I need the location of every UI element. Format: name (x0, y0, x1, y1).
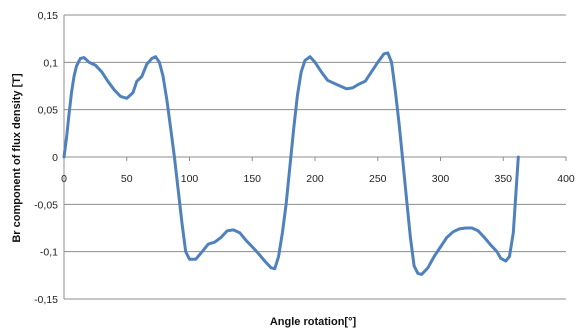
x-tick-label: 100 (181, 173, 199, 185)
y-axis-title: Br component of flux density [T] (11, 73, 23, 243)
x-tick-label: 400 (557, 173, 575, 185)
x-tick-label: 250 (369, 173, 387, 185)
x-tick-label: 300 (432, 173, 450, 185)
series-line (62, 51, 520, 276)
axes (63, 15, 567, 299)
x-tick-label: 50 (121, 173, 133, 185)
y-tick-label: -0,1 (40, 247, 58, 259)
x-tick-labels: 0 50 100 150 200 250 300 350 400 (61, 173, 575, 185)
y-tick-labels: 0,15 0,1 0,05 0 -0,05 -0,1 -0,15 (34, 10, 58, 306)
y-tick-label: 0,1 (43, 57, 58, 69)
x-tick-label: 150 (243, 173, 261, 185)
x-tick-label: 0 (61, 173, 67, 185)
y-tick-label: -0,05 (34, 199, 58, 211)
y-tick-label: 0,15 (38, 10, 59, 22)
x-tick-label: 200 (306, 173, 324, 185)
y-tick-label: 0 (52, 152, 58, 164)
x-axis-title: Angle rotation[°] (270, 316, 357, 328)
y-tick-label: 0,05 (38, 105, 59, 117)
series-lines (62, 51, 520, 276)
x-tick-label: 350 (494, 173, 512, 185)
y-tick-label: -0,15 (34, 294, 58, 306)
